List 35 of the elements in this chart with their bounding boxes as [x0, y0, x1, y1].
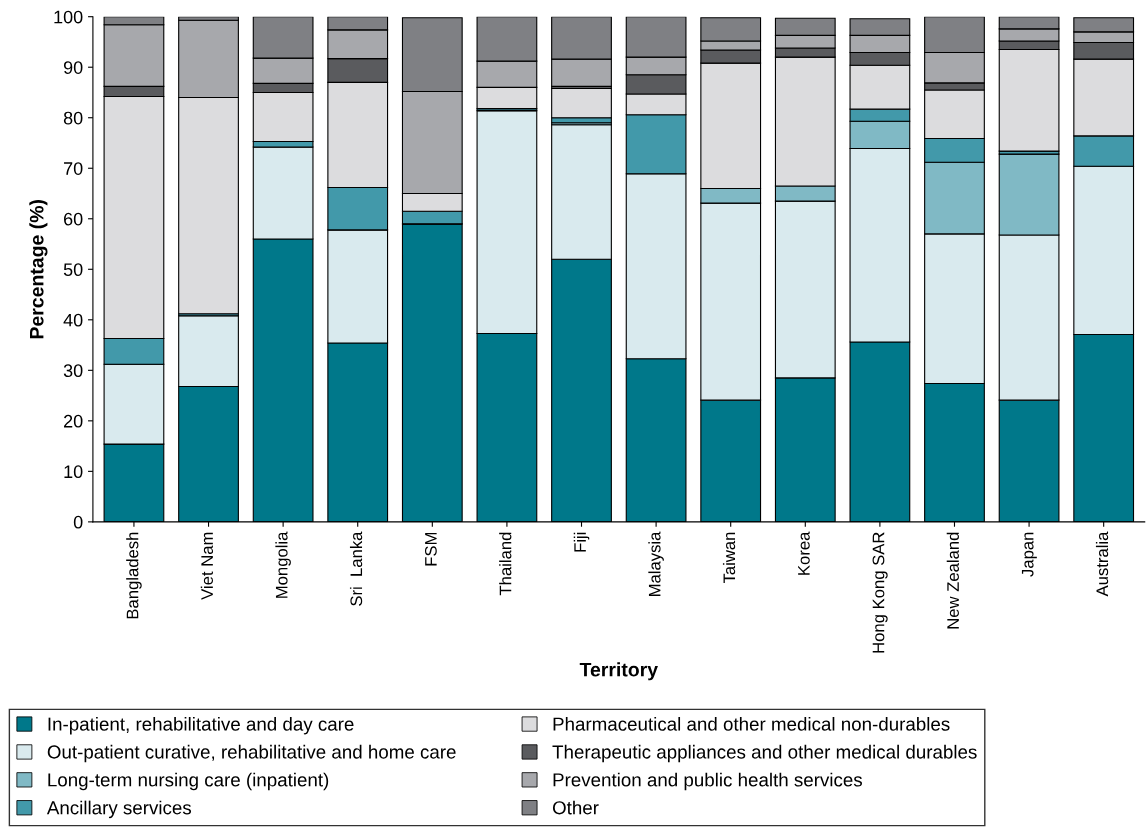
x-tick-label: Mongolia	[275, 531, 291, 598]
legend-label: Ancillary services	[46, 800, 192, 819]
x-tick-label: Bangladesh	[126, 532, 142, 619]
x-tick-label: Sri Lanka	[349, 531, 363, 606]
y-tick-label: 70	[64, 162, 83, 175]
y-axis-title: Percentage (%)	[29, 200, 48, 339]
x-tick-label: Taiwan	[722, 532, 736, 584]
y-tick-label: 50	[63, 263, 83, 277]
y-tick-label: 0	[73, 515, 83, 529]
x-tick-label: Thailand	[499, 532, 512, 596]
x-tick-label: Malaysia	[648, 531, 664, 596]
legend-label: In-patient, rehabilitative and day care	[48, 716, 354, 735]
legend-label: Out-patient curative, rehabilitative and home care	[47, 744, 456, 763]
y-tick-label: 30	[63, 364, 83, 378]
x-tick-label: Fiji	[573, 532, 590, 552]
legend-label: Long-term nursing care (inpatient)	[48, 772, 329, 791]
y-tick-label: 20	[64, 414, 83, 428]
legend-label: Pharmaceutical and other medical non-durables	[553, 716, 950, 731]
x-tick-label: Korea	[798, 531, 810, 575]
x-tick-label: Viet Nam	[200, 532, 213, 600]
y-tick-label: 60	[64, 212, 83, 226]
legend-label: Prevention and public health services	[553, 772, 862, 791]
x-axis-title: Territory	[579, 662, 658, 681]
y-tick-label: 90	[63, 61, 83, 74]
y-tick-label: 40	[63, 313, 83, 327]
x-tick-label: New Zealand	[946, 532, 959, 629]
y-tick-label: 80	[63, 111, 83, 125]
legend-label: Other	[552, 800, 599, 815]
x-tick-label: Australia	[1095, 531, 1109, 597]
x-tick-label: Japan	[1021, 532, 1037, 577]
x-tick-label: FSM	[424, 532, 437, 566]
x-tick-label: Hong Kong SAR	[872, 532, 888, 653]
y-tick-label: 10	[64, 465, 83, 479]
y-tick-label: 100	[54, 10, 83, 24]
legend-label: Therapeutic appliances and other medical durables	[552, 744, 977, 763]
